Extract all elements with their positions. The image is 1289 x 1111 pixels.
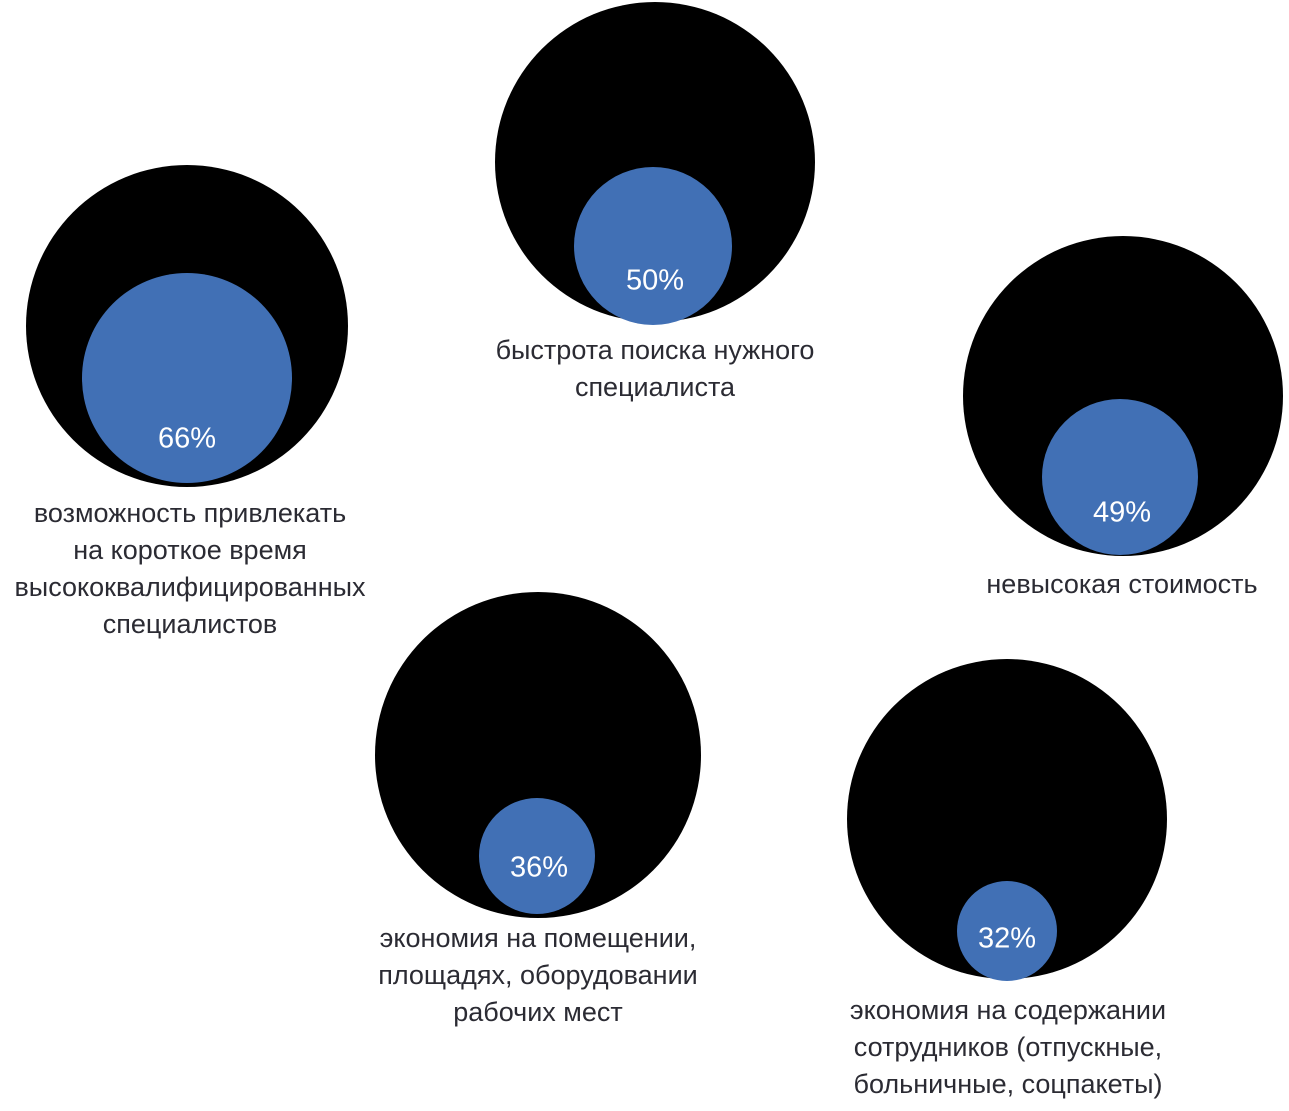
inner-circle bbox=[479, 798, 595, 914]
caption-line: специалистов bbox=[102, 609, 278, 639]
caption-line: больничные, соцпакеты) bbox=[853, 1069, 1163, 1099]
caption-line: невысокая стоимость bbox=[986, 569, 1258, 599]
bubble-caption: быстрота поиска нужного специалиста bbox=[455, 332, 855, 406]
value-label: 49% bbox=[1092, 496, 1152, 529]
caption-line: быстрота поиска нужного bbox=[495, 335, 815, 365]
caption-line: высококвалифицированных bbox=[14, 572, 366, 602]
bubble-caption: возможность привлекать на короткое время… bbox=[0, 495, 390, 643]
caption-line: экономия на помещении, bbox=[379, 923, 697, 953]
inner-circle bbox=[574, 167, 732, 325]
bubble-caption: экономия на содержании сотрудников (отпу… bbox=[808, 992, 1208, 1103]
value-label: 36% bbox=[509, 851, 569, 884]
caption-line: специалиста bbox=[574, 372, 736, 402]
value-label: 32% bbox=[977, 922, 1037, 955]
caption-line: экономия на содержании bbox=[849, 995, 1167, 1025]
inner-circle bbox=[957, 881, 1057, 981]
caption-line: возможность привлекать bbox=[33, 498, 347, 528]
value-label: 66% bbox=[157, 422, 217, 455]
caption-line: рабочих мест bbox=[453, 997, 623, 1027]
bubble-caption: экономия на помещении, площадях, оборудо… bbox=[338, 920, 738, 1031]
caption-line: площадях, оборудовании bbox=[378, 960, 698, 990]
caption-line: сотрудников (отпускные, bbox=[853, 1032, 1163, 1062]
inner-circle bbox=[82, 273, 292, 483]
value-label: 50% bbox=[625, 264, 685, 297]
bubble-caption: невысокая стоимость bbox=[922, 566, 1289, 603]
inner-circle bbox=[1042, 399, 1198, 555]
caption-line: на короткое время bbox=[73, 535, 307, 565]
